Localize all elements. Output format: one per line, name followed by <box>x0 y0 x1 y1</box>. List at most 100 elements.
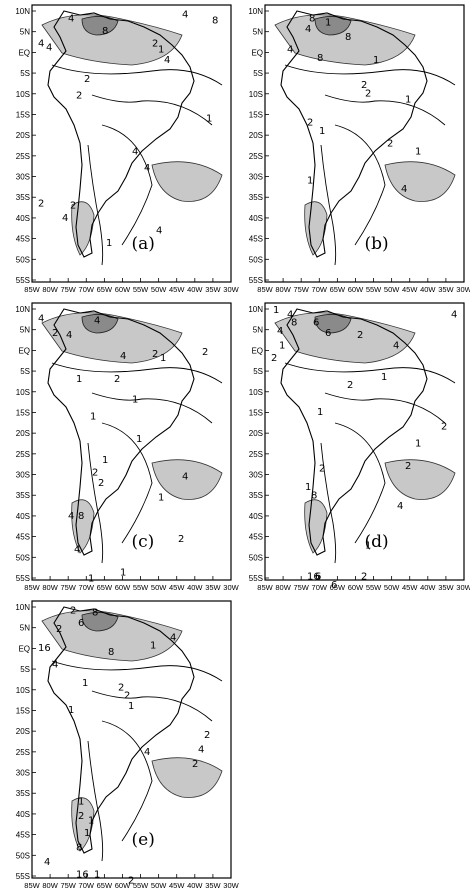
contour-label: 8 <box>212 16 218 27</box>
shaded-region <box>41 610 183 662</box>
contour-label: 4 <box>198 745 204 756</box>
contour-line <box>51 362 223 384</box>
contour-label: 1 <box>319 126 325 137</box>
contour-line <box>324 392 446 424</box>
lat-label: 50S <box>16 255 30 264</box>
lon-label: 75W <box>60 583 76 592</box>
lon-label: 40W <box>187 881 203 890</box>
lon-label: 30W <box>456 583 470 592</box>
contour-label: 8 <box>102 26 108 37</box>
lat-label: 5S <box>20 69 30 78</box>
dark-region <box>314 314 352 334</box>
lon-label: 85W <box>257 285 273 294</box>
lon-label: 55W <box>366 285 382 294</box>
lon-label: 35W <box>438 583 454 592</box>
lon-label: 40W <box>420 285 436 294</box>
lon-label: 65W <box>330 583 346 592</box>
lat-label: 50S <box>249 255 263 264</box>
lon-label: 50W <box>151 881 167 890</box>
contour-label: 2 <box>84 74 90 85</box>
contour-label: 8 <box>92 607 98 618</box>
lon-label: 80W <box>42 285 58 294</box>
contour-label: 1 <box>381 372 387 383</box>
panel-frame <box>31 600 232 879</box>
lon-label: 40W <box>420 583 436 592</box>
contour-label: 4 <box>46 43 52 54</box>
contour-label: 2 <box>204 730 210 741</box>
contour-label: 2 <box>70 605 76 616</box>
contour-label: 2 <box>319 463 325 474</box>
lat-label: 55S <box>249 574 263 583</box>
contour-label: 1 <box>415 147 421 158</box>
lat-label: 45S <box>16 831 30 840</box>
lat-label: 25S <box>16 152 30 161</box>
lat-label: 35S <box>16 193 30 202</box>
contour-label: 2 <box>307 117 313 128</box>
contour-label: 4 <box>393 341 399 352</box>
lat-label: EQ <box>18 644 30 653</box>
lat-label: EQ <box>18 48 30 57</box>
lon-label: 80W <box>42 583 58 592</box>
lat-label: 10N <box>248 305 263 314</box>
lon-label: 40W <box>187 285 203 294</box>
contour-label: 1 <box>84 828 90 839</box>
contour-label: 4 <box>287 45 293 56</box>
contour-label: 1 <box>273 305 279 316</box>
lat-label: 30S <box>16 173 30 182</box>
lat-label: 15S <box>16 110 30 119</box>
contour-label: 4 <box>182 9 188 20</box>
panel-label: (b) <box>365 234 389 254</box>
contour-label: 1 <box>158 492 164 503</box>
contour-label: 2 <box>192 759 198 770</box>
contour-label: 1 <box>76 374 82 385</box>
lat-label: 55S <box>16 276 30 285</box>
contour-label: 1 <box>78 797 84 808</box>
contour-label: 8 <box>78 511 84 522</box>
contour-label: 1 <box>106 238 112 249</box>
contour-label: 2 <box>76 90 82 101</box>
contour-label: 4 <box>38 38 44 49</box>
lon-label: 70W <box>312 285 328 294</box>
contour-label: 1 <box>150 641 156 652</box>
lat-label: 25S <box>16 748 30 757</box>
contour-label: 8 <box>311 490 317 501</box>
contour-label: 2 <box>98 478 104 489</box>
map-panel: 1 48 64 6 21 4212412124218611662(d)10N5NEQ5S1… <box>248 302 470 592</box>
contour-line <box>87 144 104 266</box>
contour-label: 1 <box>88 574 94 585</box>
lon-label: 45W <box>402 285 418 294</box>
lon-label: 70W <box>312 583 328 592</box>
lat-label: 25S <box>16 450 30 459</box>
contour-label: 4 <box>451 309 457 320</box>
contour-label: 2 <box>152 38 158 49</box>
panel-label: (d) <box>365 532 389 552</box>
contour-label: 1 <box>82 678 88 689</box>
contour-label: 1 <box>94 869 100 880</box>
contour-label: 4 <box>68 511 74 522</box>
contour-label: 4 <box>74 544 80 555</box>
panel-frame <box>264 4 465 283</box>
lon-label: 85W <box>24 881 40 890</box>
lat-label: 25S <box>249 450 263 459</box>
lon-label: 60W <box>115 285 131 294</box>
lat-label: 10S <box>16 388 30 397</box>
shaded-region <box>151 757 223 798</box>
contour-line <box>91 392 213 424</box>
contour-label: 2 <box>271 353 277 364</box>
contour-label: 1 <box>279 341 285 352</box>
contour-label: 8 <box>345 32 351 43</box>
lat-label: 15S <box>16 408 30 417</box>
contour-label: 1 <box>305 482 311 493</box>
lat-label: 50S <box>16 553 30 562</box>
lon-label: 70W <box>79 583 95 592</box>
lat-label: 5S <box>253 69 263 78</box>
lon-label: 35W <box>205 583 221 592</box>
lat-label: 10S <box>16 686 30 695</box>
lat-label: 45S <box>16 533 30 542</box>
lat-label: EQ <box>251 346 263 355</box>
contour-line <box>91 690 213 722</box>
contour-label: 2 <box>202 347 208 358</box>
contour-label: 6 <box>315 571 321 582</box>
contour-label: 4 <box>144 163 150 174</box>
